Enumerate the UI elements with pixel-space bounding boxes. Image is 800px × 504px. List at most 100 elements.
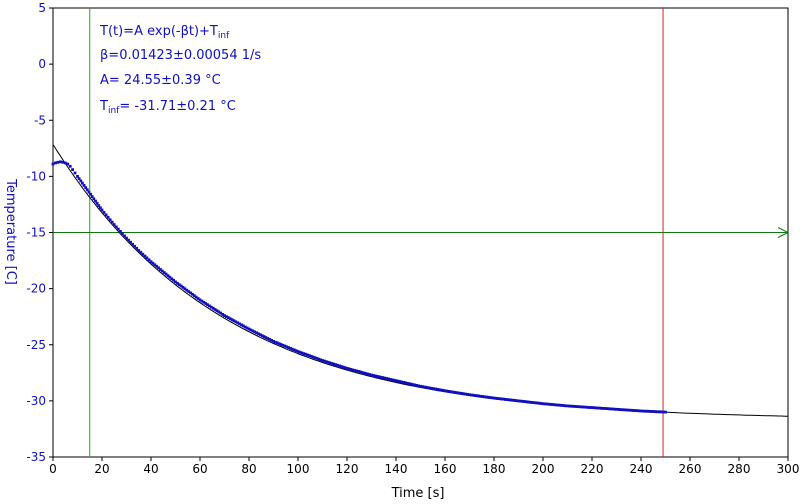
data-point — [159, 268, 162, 271]
data-point — [430, 387, 434, 390]
data-point — [596, 406, 600, 410]
annotation-tinf: Tinf= -31.71±0.21 °C — [99, 99, 236, 116]
data-point — [240, 323, 243, 327]
data-point — [490, 396, 494, 400]
data-point — [639, 409, 643, 413]
data-point — [139, 250, 143, 254]
data-point — [635, 409, 639, 413]
data-point — [507, 398, 511, 402]
series-measured-points — [51, 160, 667, 414]
data-point — [471, 393, 475, 397]
data-point — [407, 382, 411, 386]
data-point — [339, 365, 343, 368]
data-point — [68, 164, 72, 168]
y-axis-ticks: 5 0 -5 -10 -15 -20 -25 -30 -35 — [26, 1, 53, 464]
data-point — [398, 380, 402, 383]
data-point — [221, 313, 224, 316]
annotation-beta: β=0.01423±0.00054 1/s — [100, 48, 261, 63]
data-point — [388, 378, 392, 381]
data-point — [441, 389, 445, 392]
data-point — [358, 370, 362, 374]
data-point — [125, 236, 128, 240]
data-point — [470, 393, 473, 397]
data-point — [577, 405, 581, 409]
y-tick-label: 0 — [38, 57, 46, 71]
x-tick-label: 40 — [143, 462, 158, 476]
data-point — [535, 401, 539, 405]
data-point — [123, 234, 126, 238]
data-point — [99, 206, 102, 210]
data-point — [183, 287, 187, 291]
data-point — [586, 406, 590, 409]
data-point — [594, 406, 598, 410]
data-point — [106, 215, 110, 219]
data-point — [135, 247, 139, 250]
data-point — [549, 403, 552, 406]
data-point — [509, 398, 513, 402]
data-point — [151, 261, 155, 265]
data-point — [554, 403, 558, 407]
data-point — [581, 405, 584, 409]
data-point — [287, 346, 290, 349]
data-point — [330, 362, 334, 365]
data-point — [615, 407, 618, 411]
data-point — [217, 310, 221, 314]
data-point — [366, 372, 370, 376]
y-tick-label: -20 — [26, 282, 46, 296]
data-point — [643, 409, 647, 413]
data-point — [603, 407, 607, 410]
data-point — [411, 383, 415, 386]
data-point — [417, 384, 420, 388]
data-point — [571, 404, 575, 408]
data-point — [502, 397, 505, 401]
data-point — [260, 334, 264, 338]
data-point — [204, 302, 208, 305]
data-point — [304, 352, 307, 356]
data-point — [488, 396, 492, 399]
data-point — [181, 286, 185, 289]
data-point — [334, 363, 338, 367]
data-point — [390, 378, 394, 382]
data-point — [198, 298, 202, 302]
data-point — [187, 290, 191, 293]
data-point — [662, 410, 665, 414]
data-point — [556, 403, 560, 407]
data-point — [545, 402, 549, 406]
data-point — [95, 201, 99, 205]
data-point — [409, 382, 413, 386]
data-point — [336, 363, 339, 367]
y-tick-label: -10 — [26, 169, 46, 183]
data-point — [375, 375, 379, 378]
data-point — [292, 348, 296, 352]
annotation-formula: T(t)=A exp(-βt)+Tinf — [99, 24, 230, 41]
data-point — [311, 355, 315, 359]
data-point — [500, 397, 503, 401]
data-point — [328, 361, 332, 365]
x-tick-label: 60 — [192, 462, 207, 476]
data-point — [537, 401, 541, 405]
y-tick-label: -35 — [26, 450, 46, 464]
data-point — [503, 398, 507, 401]
data-point — [326, 360, 330, 364]
data-point — [445, 389, 449, 393]
data-point — [294, 349, 298, 353]
data-point — [73, 171, 77, 175]
data-point — [434, 387, 437, 391]
data-point — [270, 339, 273, 342]
data-point — [592, 406, 596, 410]
x-tick-label: 140 — [385, 462, 408, 476]
annotation-amplitude: A= 24.55±0.39 °C — [100, 73, 221, 88]
data-point — [402, 381, 405, 384]
data-point — [100, 208, 104, 212]
data-point — [652, 410, 656, 413]
data-point — [485, 395, 488, 399]
data-point — [253, 330, 257, 334]
data-point — [119, 230, 122, 233]
data-point — [189, 291, 192, 295]
data-point — [243, 325, 247, 329]
data-point — [76, 175, 79, 178]
data-point — [560, 404, 564, 407]
data-point — [133, 244, 137, 248]
data-point — [605, 407, 609, 410]
data-point — [551, 403, 554, 406]
